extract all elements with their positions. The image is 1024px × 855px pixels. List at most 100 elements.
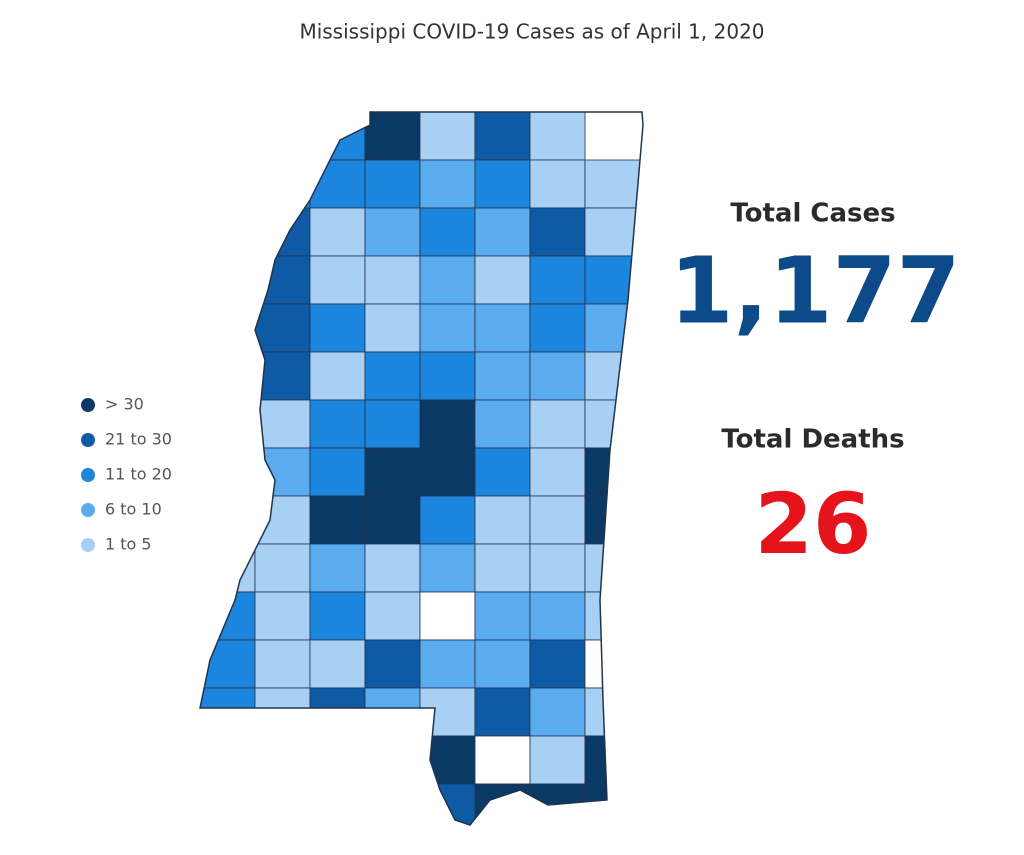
deaths-label: Total Deaths [721, 425, 904, 455]
county [200, 495, 256, 545]
county [474, 687, 531, 737]
county [200, 351, 256, 401]
county [419, 255, 476, 305]
county [309, 639, 366, 689]
map [200, 112, 641, 825]
legend-label: 21 to 30 [105, 430, 172, 449]
county [254, 639, 311, 689]
county [474, 639, 531, 689]
county [200, 447, 256, 497]
cases-label: Total Cases [730, 199, 895, 229]
legend-label: > 30 [105, 395, 144, 414]
county [200, 399, 256, 449]
county [309, 687, 366, 737]
county [474, 735, 531, 785]
county [584, 159, 641, 209]
legend-label: 1 to 5 [105, 535, 152, 554]
county [309, 591, 366, 641]
county [474, 207, 531, 257]
title: Mississippi COVID-19 Cases as of April 1… [299, 20, 764, 44]
county [254, 543, 311, 593]
county [474, 543, 531, 593]
county [419, 399, 476, 449]
county [529, 783, 586, 825]
county [200, 639, 256, 689]
county [584, 303, 641, 353]
county [364, 639, 421, 689]
county [529, 255, 586, 305]
county [419, 495, 476, 545]
county [364, 351, 421, 401]
county [364, 399, 421, 449]
county [474, 255, 531, 305]
county [254, 303, 311, 353]
county [529, 399, 586, 449]
county [254, 255, 311, 305]
county [254, 207, 311, 257]
county [364, 112, 421, 161]
county [419, 207, 476, 257]
county [364, 687, 421, 737]
county [529, 447, 586, 497]
county [584, 783, 641, 825]
county [419, 303, 476, 353]
county [474, 495, 531, 545]
county [474, 591, 531, 641]
county [529, 207, 586, 257]
county [419, 591, 476, 641]
cases-value: 1,177 [669, 237, 960, 344]
county [529, 735, 586, 785]
county [309, 112, 366, 161]
county [584, 351, 641, 401]
legend-label: 11 to 20 [105, 465, 172, 484]
county [529, 591, 586, 641]
county [200, 255, 256, 305]
county [364, 447, 421, 497]
county [364, 159, 421, 209]
county [364, 303, 421, 353]
legend-swatch [81, 503, 95, 517]
county [364, 591, 421, 641]
county [200, 207, 256, 257]
county [364, 207, 421, 257]
county [529, 687, 586, 737]
county [309, 207, 366, 257]
county [529, 112, 586, 161]
county [584, 591, 641, 641]
county [419, 735, 476, 785]
county [309, 255, 366, 305]
county [254, 495, 311, 545]
county [364, 543, 421, 593]
county [309, 495, 366, 545]
legend-swatch [81, 433, 95, 447]
county [529, 639, 586, 689]
county [529, 303, 586, 353]
county [419, 447, 476, 497]
county [309, 351, 366, 401]
county [474, 351, 531, 401]
county [254, 447, 311, 497]
county [309, 399, 366, 449]
county [364, 495, 421, 545]
county [254, 687, 311, 737]
county [419, 112, 476, 161]
county [584, 735, 641, 785]
county [584, 207, 641, 257]
legend-swatch [81, 468, 95, 482]
county [309, 447, 366, 497]
county [254, 591, 311, 641]
county [529, 543, 586, 593]
county [419, 543, 476, 593]
county [309, 543, 366, 593]
county [584, 687, 641, 737]
legend-label: 6 to 10 [105, 500, 162, 519]
county [474, 399, 531, 449]
county [474, 303, 531, 353]
county [474, 447, 531, 497]
county [200, 687, 256, 737]
county [529, 495, 586, 545]
county [584, 639, 641, 689]
county [529, 159, 586, 209]
county [309, 303, 366, 353]
county [200, 159, 256, 209]
